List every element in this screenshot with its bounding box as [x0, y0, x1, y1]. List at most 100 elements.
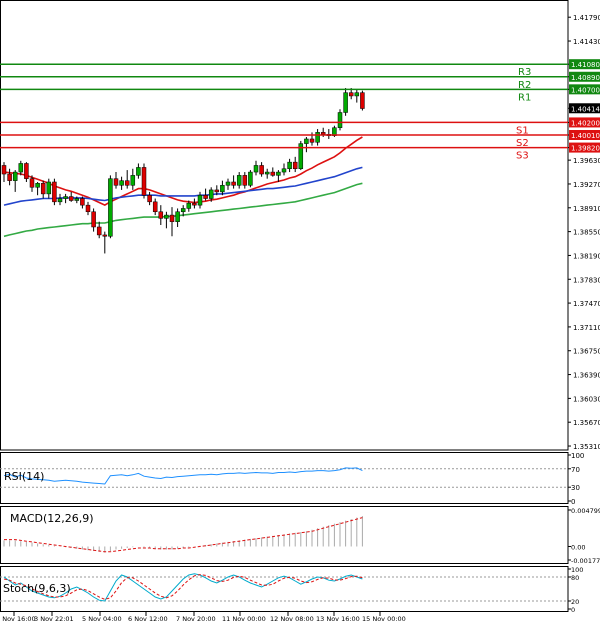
candle-body: [343, 92, 348, 113]
candle-body: [253, 165, 259, 173]
candle-body: [80, 198, 85, 206]
price-tick-label: 1.37110: [573, 324, 600, 332]
support-price-tag-text: 1.40200: [571, 119, 600, 127]
support-label: S3: [516, 151, 529, 162]
candle-body: [304, 138, 309, 144]
candle-body: [102, 234, 108, 237]
candle-body: [113, 178, 119, 186]
candle-body: [169, 214, 175, 222]
candle-body: [259, 165, 264, 175]
price-tick-label: 1.35310: [573, 443, 600, 451]
candle-body: [52, 181, 57, 203]
candle-body: [192, 202, 197, 206]
macd-signal-line: [4, 517, 363, 553]
candle-body: [180, 208, 186, 213]
candle-body: [270, 171, 276, 176]
candle-body: [1, 165, 7, 175]
price-tick-label: 1.39630: [573, 157, 600, 165]
time-tick-label: 3 Nov 22:01: [34, 615, 74, 623]
candle-body: [315, 132, 320, 143]
price-tick-label: 1.41790: [573, 14, 600, 22]
candle-body: [24, 163, 29, 179]
rsi-tick-label: 30: [571, 484, 580, 492]
resistance-price-tag-text: 1.41080: [571, 61, 600, 69]
price-tick-label: 1.38550: [573, 229, 600, 237]
time-tick-label: 11 Nov 00:00: [222, 615, 266, 623]
price-tick-label: 1.36030: [573, 395, 600, 403]
rsi-tick-label: 70: [571, 466, 580, 474]
candle-body: [225, 181, 231, 186]
candle-body: [231, 181, 236, 186]
price-tick-label: 1.41430: [573, 38, 600, 46]
price-tick-label: 1.35670: [573, 419, 600, 427]
macd-tick-label: 0.00: [571, 543, 585, 551]
candle-body: [298, 143, 304, 169]
candle-body: [292, 161, 298, 170]
candle-body: [147, 194, 152, 203]
stoch-k-line: [3, 573, 363, 602]
price-tick-label: 1.36390: [573, 372, 600, 380]
candle-body: [57, 198, 63, 203]
candle-body: [287, 161, 292, 170]
price-tick-label: 1.38910: [573, 205, 600, 213]
time-tick-label: 7 Nov 20:00: [176, 615, 216, 623]
time-tick-label: 13 Nov 16:00: [316, 615, 360, 623]
candle-body: [236, 175, 242, 186]
support-label: S1: [516, 125, 529, 136]
candle-body: [175, 211, 180, 222]
support-price-tag-text: 1.40010: [571, 132, 600, 140]
macd-tick-label: -0.001778: [571, 557, 600, 565]
rsi-label: RSI(14): [4, 470, 44, 483]
candle-body: [208, 189, 214, 199]
time-tick-label: 5 Nov 04:00: [82, 615, 122, 623]
candle-body: [74, 198, 80, 201]
resistance-price-tag: [569, 84, 600, 95]
time-tick-label: 12 Nov 08:00: [270, 615, 314, 623]
candle-body: [130, 175, 136, 186]
price-panel-frame: [0, 0, 569, 451]
candle-body: [119, 180, 124, 186]
candle-body: [29, 178, 35, 188]
stoch-d-line: [3, 574, 363, 600]
stoch-tick-label: 80: [571, 574, 579, 582]
candle-body: [158, 211, 164, 219]
candle-body: [12, 171, 18, 181]
resistance-price-tag-text: 1.40700: [571, 86, 600, 94]
candle-body: [214, 189, 220, 193]
candle-body: [337, 112, 343, 128]
candle-body: [360, 92, 365, 109]
time-tick-label: 6 Nov 12:00: [128, 615, 168, 623]
price-tick-label: 1.39270: [573, 181, 600, 189]
candle-body: [276, 171, 281, 176]
candle-body: [63, 196, 68, 199]
candle-body: [7, 173, 12, 181]
stoch-tick-label: 0: [571, 606, 575, 614]
candle-body: [91, 211, 96, 228]
candle-body: [18, 163, 24, 173]
support-price-tag: [569, 117, 600, 128]
moving-average-line-red: [3, 136, 363, 207]
candle-body: [281, 168, 287, 173]
candle-body: [348, 92, 354, 97]
candle-body: [197, 194, 203, 206]
candle-body: [35, 183, 40, 188]
candle-body: [186, 202, 192, 209]
candle-body: [354, 92, 360, 97]
candle-body: [136, 167, 141, 176]
current-price-tag-text: 1.40414: [571, 105, 600, 113]
candle-body: [108, 178, 113, 237]
resistance-label: R1: [518, 92, 531, 103]
time-tick-label: 15 Nov 00:00: [362, 615, 406, 623]
candle-body: [152, 201, 158, 213]
price-tick-label: 1.37830: [573, 276, 600, 284]
candle-body: [124, 180, 130, 186]
current-price-tag: [569, 103, 600, 114]
candle-body: [264, 171, 270, 175]
macd-label: MACD(12,26,9): [10, 512, 94, 525]
candle-body: [40, 183, 46, 195]
stoch-tick-label: 100: [571, 566, 583, 574]
resistance-price-tag: [569, 71, 600, 82]
stoch-label: Stoch(9,6,3): [3, 582, 71, 595]
